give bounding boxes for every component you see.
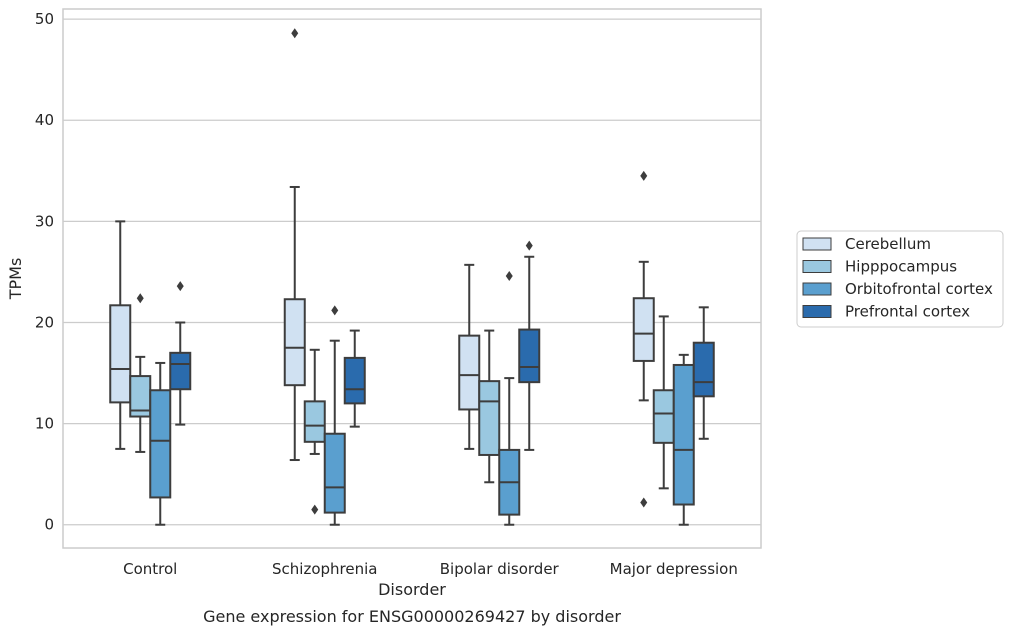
box-prefrontal-cortex [169, 281, 192, 426]
legend-label: Cerebellum [845, 235, 931, 253]
box-body [692, 341, 715, 398]
box-cerebellum [632, 170, 655, 508]
box-orbitofrontal-cortex [149, 361, 172, 526]
x-tick-label: Bipolar disorder [440, 560, 560, 578]
y-tick-label: 50 [35, 10, 54, 28]
x-tick-label: Major depression [610, 560, 738, 578]
box-cerebellum [283, 28, 306, 462]
box-cerebellum [109, 220, 132, 450]
y-tick-labels: 0 10 20 30 40 50 [35, 10, 54, 534]
box-body [652, 389, 675, 444]
box-body [478, 380, 501, 456]
outlier-marker [136, 293, 144, 304]
box-body [283, 298, 306, 387]
box-cerebellum [458, 263, 481, 450]
box-hipppocampus [652, 315, 675, 490]
box-orbitofrontal-cortex [323, 305, 346, 526]
x-tick-labels: Control Schizophrenia Bipolar disorder Majo… [123, 560, 738, 578]
box-prefrontal-cortex [518, 240, 541, 451]
outlier-marker [525, 240, 533, 251]
box-prefrontal-cortex [692, 306, 715, 440]
y-tick-label: 0 [44, 516, 54, 534]
outlier-marker [176, 281, 184, 292]
legend-swatch [802, 305, 832, 318]
outlier-marker [291, 28, 299, 39]
legend-label: Orbitofrontal cortex [845, 280, 993, 298]
legend-label: Prefrontal cortex [845, 303, 970, 321]
legend-label: Hipppocampus [845, 258, 957, 276]
box-body [518, 328, 541, 384]
box-body [109, 304, 132, 404]
box-hipppocampus [303, 348, 326, 515]
box-body [343, 356, 366, 405]
x-tick-label: Control [123, 560, 177, 578]
box-orbitofrontal-cortex [672, 353, 695, 526]
y-axis-label: TPMs [6, 258, 25, 301]
plot-frame [62, 8, 762, 549]
outlier-marker [331, 305, 339, 316]
y-tick-label: 10 [35, 415, 54, 433]
legend-frame [796, 230, 1004, 328]
box-body [149, 389, 172, 499]
box-body [672, 363, 695, 506]
outlier-marker [640, 497, 648, 508]
box-body [458, 334, 481, 411]
box-hipppocampus [129, 293, 152, 453]
y-tick-label: 40 [35, 111, 54, 129]
box-body [632, 297, 655, 362]
box-body [169, 351, 192, 391]
box-prefrontal-cortex [343, 329, 366, 428]
figure-caption: Gene expression for ENSG00000269427 by d… [203, 607, 621, 626]
x-tick-label: Schizophrenia [272, 560, 377, 578]
y-tick-label: 20 [35, 313, 54, 331]
box-orbitofrontal-cortex [498, 270, 521, 526]
outlier-marker [640, 170, 648, 181]
box-series [109, 28, 715, 526]
y-tick-label: 30 [35, 212, 54, 230]
box-body [303, 400, 326, 443]
box-body [323, 432, 346, 514]
outlier-marker [505, 270, 513, 281]
legend-swatch [802, 282, 832, 296]
outlier-marker [311, 504, 319, 515]
legend-swatch [802, 237, 832, 251]
box-hipppocampus [478, 329, 501, 484]
legend-swatch [802, 260, 832, 273]
x-axis-label: Disorder [378, 580, 446, 599]
legend: Cerebellum Hipppocampus Orbitofrontal cort… [796, 230, 1004, 328]
